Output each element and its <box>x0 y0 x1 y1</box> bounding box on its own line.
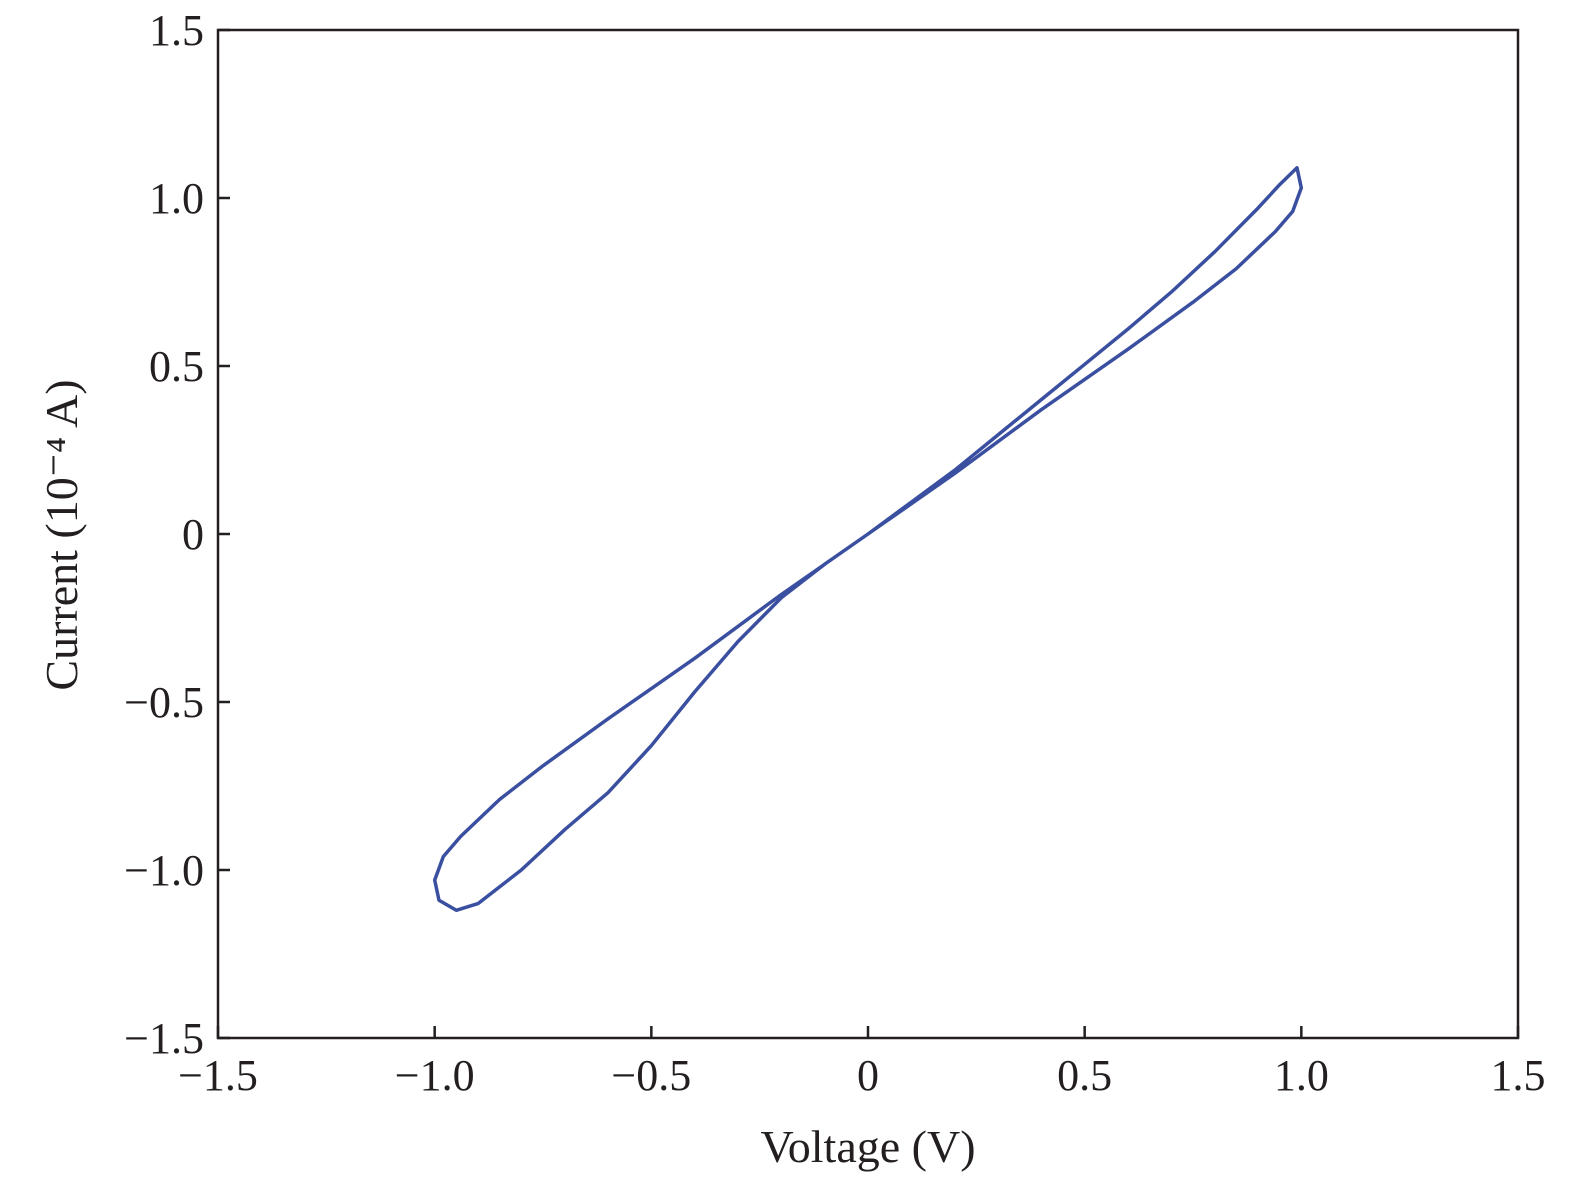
y-tick-label: −0.5 <box>124 678 204 727</box>
y-tick-label: −1.0 <box>124 846 204 895</box>
x-tick-label: 1.0 <box>1274 1051 1329 1100</box>
x-tick-label: −1.0 <box>395 1051 475 1100</box>
series-group <box>432 166 1304 913</box>
x-tick-label: 0.5 <box>1057 1051 1112 1100</box>
x-axis-title: Voltage (V) <box>760 1121 975 1172</box>
y-tick-label: 1.0 <box>149 174 204 223</box>
x-tick-label: −0.5 <box>611 1051 691 1100</box>
x-tick-label: 0 <box>857 1051 879 1100</box>
y-tick-label: −1.5 <box>124 1014 204 1063</box>
x-tick-label: −1.5 <box>178 1051 258 1100</box>
y-axis-title: Current (10⁻⁴ A) <box>36 379 87 690</box>
x-tick-label: 1.5 <box>1491 1051 1546 1100</box>
y-axis-ticks: −1.5 −1.0 −0.5 0 0.5 1.0 1.5 <box>124 6 230 1063</box>
y-tick-label: 0.5 <box>149 342 204 391</box>
y-tick-label: 1.5 <box>149 6 204 55</box>
series-line <box>432 166 1304 913</box>
y-tick-label: 0 <box>182 510 204 559</box>
x-axis-ticks: −1.5 −1.0 −0.5 0 0.5 1.0 1.5 <box>178 1026 1546 1100</box>
